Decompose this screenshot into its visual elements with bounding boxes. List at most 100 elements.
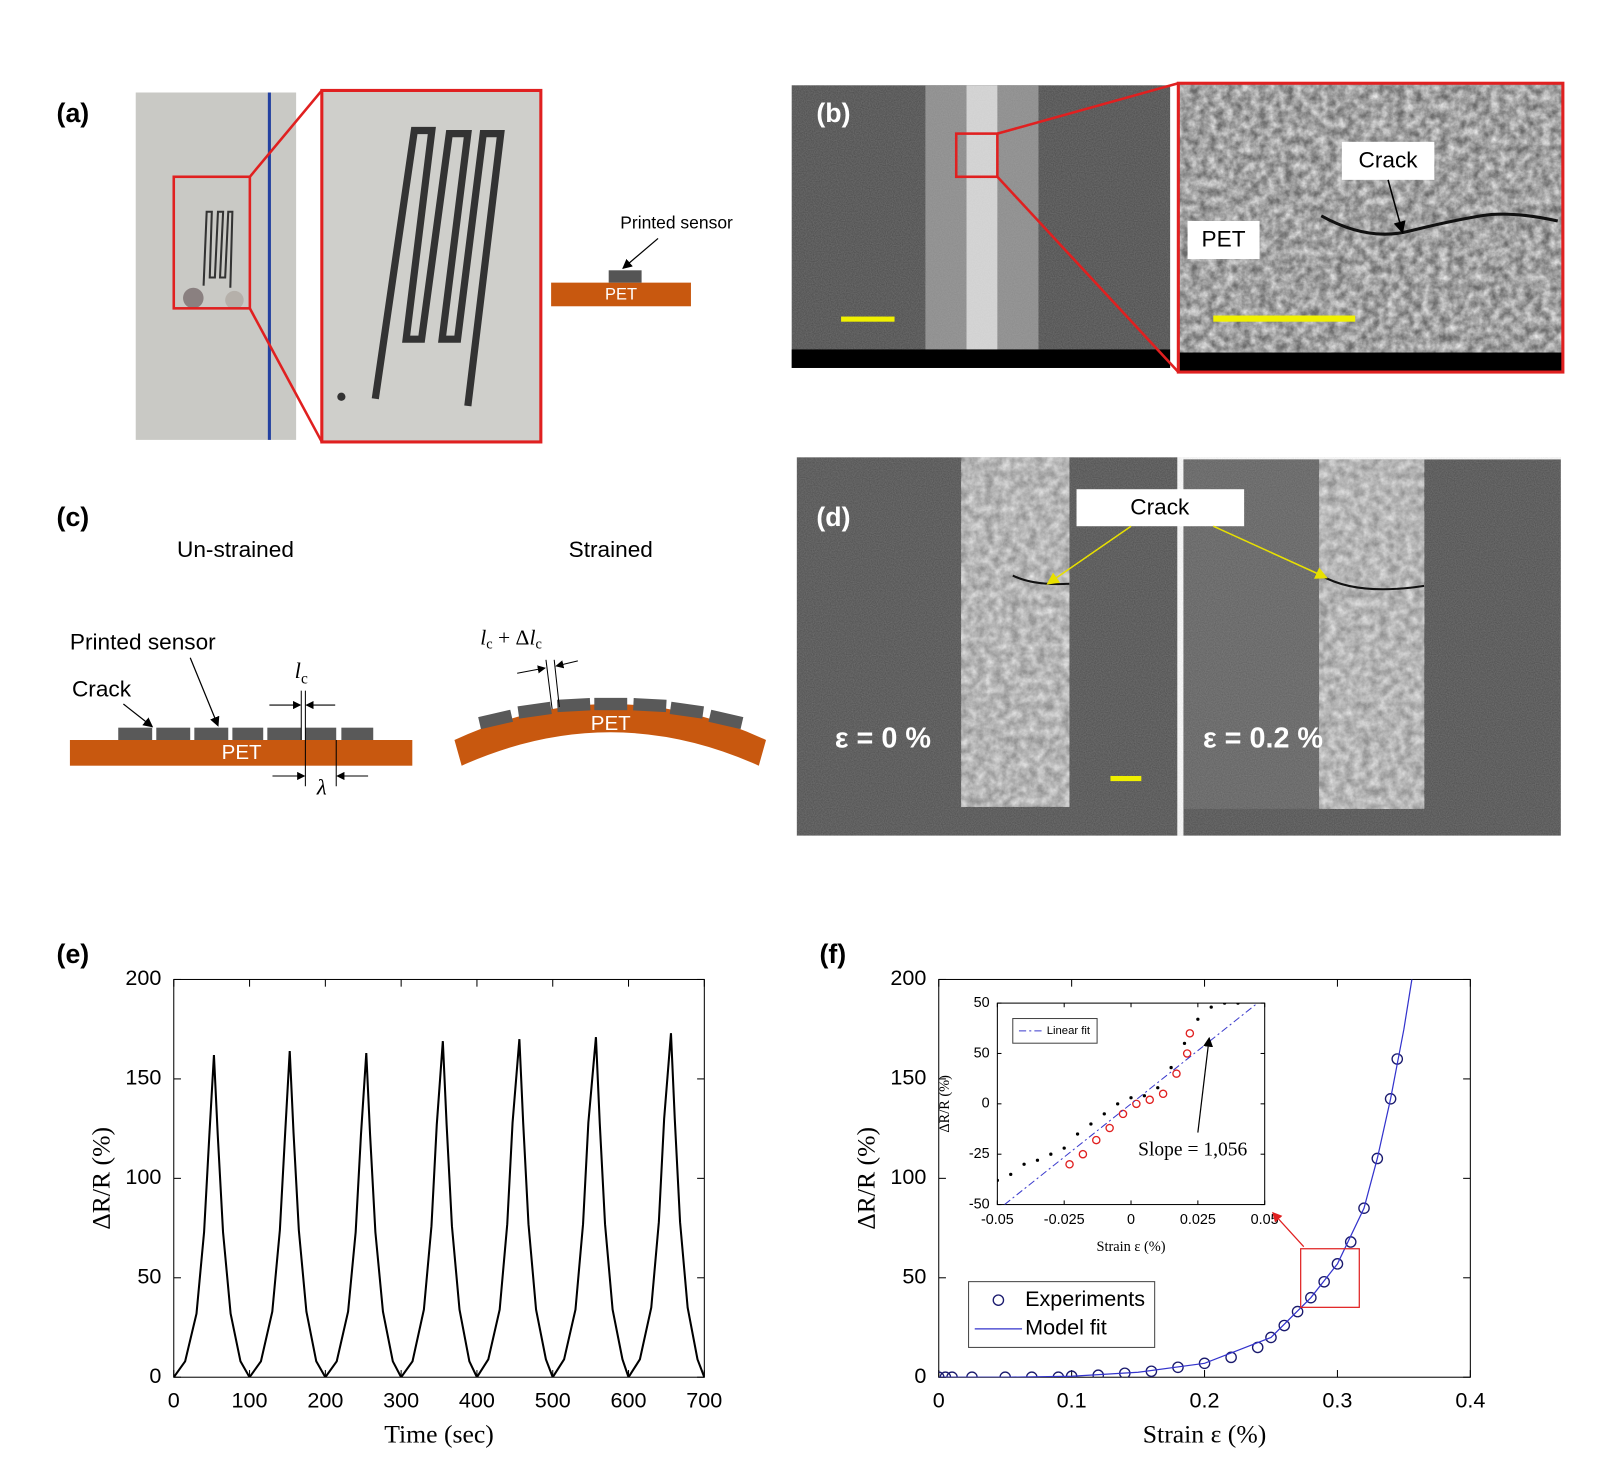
- data-point: [1062, 1146, 1066, 1150]
- symbol: l: [529, 625, 535, 649]
- dim-line: [545, 659, 553, 710]
- data-point: [1118, 1109, 1128, 1119]
- x-axis-label: Time (sec): [384, 1420, 494, 1449]
- y-tick-label: 100: [125, 1164, 161, 1189]
- y-tick-label: 150: [125, 1065, 161, 1090]
- subscript: c: [301, 670, 308, 687]
- sensor-segments: [478, 697, 744, 730]
- data-layer: [938, 979, 1413, 1378]
- legend-box: [1012, 1018, 1098, 1044]
- data-point: [1145, 1095, 1155, 1105]
- strain-label: ε = 0.2 %: [1203, 723, 1323, 755]
- data-point: [1291, 1305, 1304, 1318]
- zoom-line: [248, 89, 323, 178]
- y-tick-label: 50: [902, 1263, 926, 1288]
- panel-label: (c): [57, 502, 90, 532]
- data-point: [1105, 1123, 1114, 1133]
- arrow: [1046, 525, 1132, 585]
- y-tick-label: 0: [149, 1363, 161, 1388]
- crack-line: [1320, 212, 1559, 236]
- data-point: [1198, 1357, 1211, 1370]
- left-title: Un-strained: [177, 537, 294, 562]
- data-point: [1209, 1005, 1213, 1009]
- data-point: [1022, 1162, 1026, 1166]
- legend-label: Experiments: [1025, 1286, 1145, 1311]
- annotation: Slope = 1,056: [1138, 1140, 1247, 1161]
- panel-label: (d): [816, 502, 850, 532]
- substrate-label: PET: [222, 741, 262, 764]
- substrate-bent: [454, 704, 767, 766]
- arrow: [517, 665, 546, 674]
- sensor-zoom: [371, 126, 505, 407]
- data-point: [1305, 1291, 1317, 1304]
- data-line: [938, 979, 1413, 1378]
- arrow: [1197, 1036, 1214, 1133]
- zoom-frame: [1176, 81, 1565, 374]
- x-tick-label: 400: [459, 1388, 495, 1413]
- operator: + Δ: [493, 625, 530, 649]
- x-tick-label: 0: [933, 1388, 945, 1413]
- arrow: [555, 660, 578, 669]
- y-axis-label: ΔR/R (%): [87, 1127, 116, 1230]
- legend-symbol: [992, 1294, 1005, 1306]
- crack-label: Crack: [1359, 147, 1419, 172]
- x-tick-label: 600: [611, 1388, 647, 1413]
- legend-label: Model fit: [1025, 1315, 1107, 1340]
- sem-noise: [791, 85, 1171, 350]
- arrow: [622, 237, 659, 270]
- data-point: [1158, 1089, 1168, 1099]
- x-tick-label: 0.025: [1180, 1212, 1216, 1228]
- y-tick-label: 200: [125, 965, 161, 990]
- crack-width-label: lc: [295, 658, 308, 687]
- crack-label: Crack: [1130, 495, 1190, 520]
- data-point: [1265, 1331, 1277, 1344]
- x-tick-label: 0.4: [1455, 1388, 1485, 1413]
- y-tick-label: -25: [969, 1146, 990, 1162]
- panel-a: (a) PET Printed sensor: [57, 88, 733, 444]
- subscript: c: [535, 637, 541, 653]
- chart: -0.05 -0.025 0 0.025 0.05 -50 -25 0 50 50 Strain ε…: [937, 995, 1278, 1255]
- arrow: [1387, 179, 1406, 234]
- legend-label: Linear fit: [1047, 1025, 1091, 1037]
- data-point: [1182, 1049, 1192, 1058]
- sem-texture: [1178, 83, 1563, 353]
- x-tick-label: 0.1: [1057, 1388, 1087, 1413]
- sensor-label: Printed sensor: [620, 213, 733, 233]
- data-point: [1129, 1096, 1133, 1100]
- scale-bar: [1213, 315, 1356, 322]
- symbol: l: [295, 658, 301, 683]
- data-point: [1156, 1086, 1160, 1090]
- data-point: [1236, 1003, 1240, 1005]
- crack-line: [1320, 574, 1425, 591]
- strain-label: ε = 0 %: [835, 723, 931, 755]
- zoom-box: [954, 132, 999, 179]
- y-tick-label: 0: [914, 1363, 926, 1388]
- data-layer: [173, 1033, 705, 1378]
- sensor-photo: [202, 210, 234, 288]
- label-box: [1341, 141, 1435, 180]
- data-point: [1075, 1132, 1080, 1136]
- symbol: l: [480, 625, 486, 649]
- y-tick-label: 0: [982, 1096, 990, 1112]
- x-tick-label: 0.3: [1322, 1388, 1352, 1413]
- y-tick-label: 50: [974, 1045, 990, 1061]
- panel-label: (f): [819, 939, 846, 969]
- y-tick-label: 200: [890, 965, 926, 990]
- data-point: [1358, 1202, 1370, 1214]
- data-point: [1025, 1371, 1038, 1378]
- data-point: [1078, 1149, 1088, 1159]
- y-tick-label: 150: [890, 1065, 926, 1090]
- x-tick-label: 0.05: [1251, 1212, 1279, 1228]
- data-point: [997, 1178, 1000, 1183]
- scale-bar: [1110, 775, 1142, 782]
- substrate-label: PET: [591, 712, 631, 735]
- data-layer: [997, 1003, 1258, 1205]
- y-tick-label: -50: [969, 1196, 990, 1212]
- sem-infobar: [1178, 352, 1563, 373]
- panel-d: (d) Crack ε = 0 % ε = 0.2 %: [796, 457, 1561, 836]
- data-point: [939, 1371, 952, 1378]
- data-point: [1182, 1041, 1187, 1046]
- panel-label: (b): [816, 98, 850, 128]
